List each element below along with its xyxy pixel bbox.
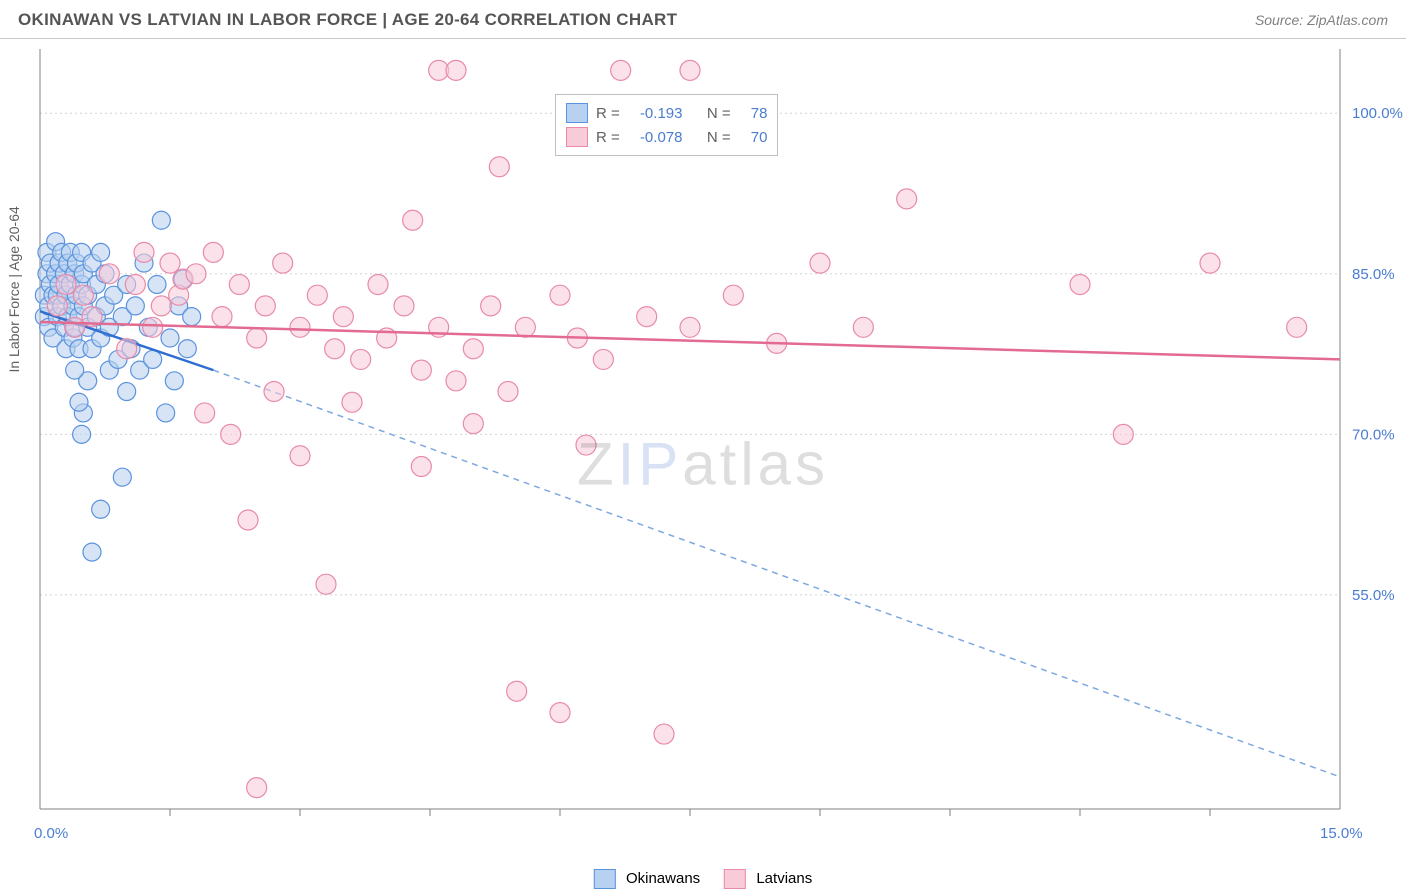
svg-text:85.0%: 85.0% (1352, 266, 1395, 283)
legend-swatch-okinawans (594, 869, 616, 889)
legend-swatch-latvians (724, 869, 746, 889)
chart-title: OKINAWAN VS LATVIAN IN LABOR FORCE | AGE… (18, 10, 677, 30)
chart-container: In Labor Force | Age 20-64 55.0% 70.0% 85.… (0, 39, 1406, 889)
stats-legend-box: R = -0.193 N = 78R = -0.078 N = 70 (555, 94, 778, 156)
svg-text:55.0%: 55.0% (1352, 587, 1395, 604)
legend-label-okinawans: Okinawans (626, 870, 700, 887)
svg-text:70.0%: 70.0% (1352, 426, 1395, 443)
x-axis-min-label: 0.0% (34, 825, 68, 842)
x-axis-max-label: 15.0% (1320, 825, 1363, 842)
svg-text:100.0%: 100.0% (1352, 105, 1403, 122)
chart-header: OKINAWAN VS LATVIAN IN LABOR FORCE | AGE… (0, 0, 1406, 39)
y-axis-label: In Labor Force | Age 20-64 (6, 206, 22, 372)
bottom-legend: Okinawans Latvians (594, 869, 812, 889)
legend-item-okinawans: Okinawans (594, 869, 700, 889)
legend-label-latvians: Latvians (756, 870, 812, 887)
legend-item-latvians: Latvians (724, 869, 812, 889)
chart-source: Source: ZipAtlas.com (1255, 12, 1388, 28)
scatter-chart: 55.0% 70.0% 85.0% 100.0% (0, 39, 1406, 859)
